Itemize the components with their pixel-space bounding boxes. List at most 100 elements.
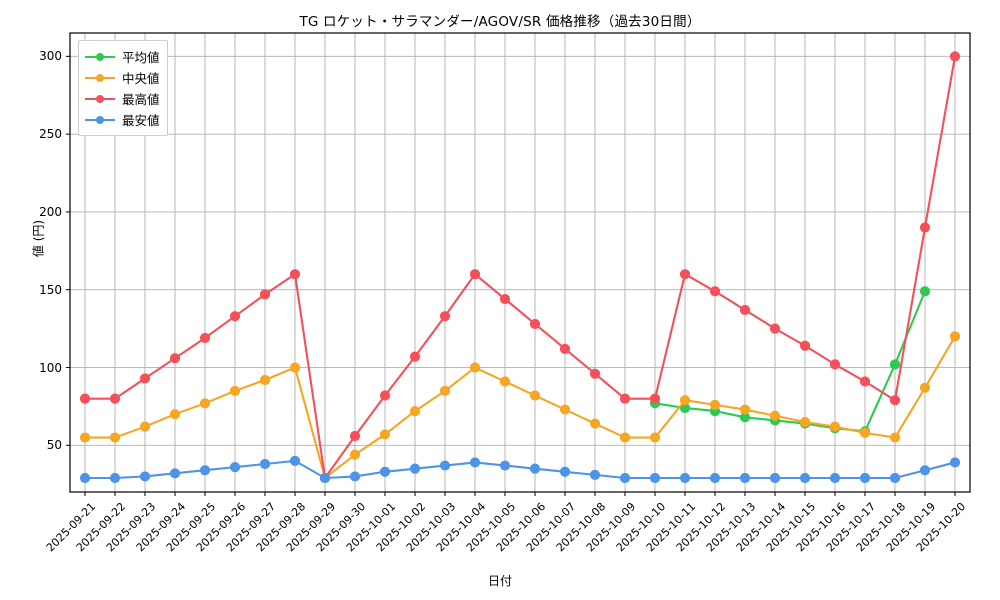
- data-point: [889, 395, 901, 406]
- grid-lines: [70, 33, 970, 492]
- data-point: [919, 222, 931, 233]
- data-point: [829, 359, 841, 370]
- data-point: [649, 393, 661, 404]
- data-point: [349, 430, 361, 442]
- data-point: [289, 269, 301, 280]
- data-point: [409, 463, 421, 474]
- data-point: [889, 472, 901, 484]
- data-point: [949, 51, 961, 62]
- data-point: [949, 331, 961, 342]
- data-point: [409, 405, 421, 417]
- data-point: [139, 373, 151, 384]
- y-tick-label: 250: [39, 127, 62, 142]
- data-point: [229, 311, 241, 322]
- data-point: [79, 472, 91, 484]
- data-point: [769, 472, 781, 484]
- legend-label: 最安値: [122, 113, 160, 128]
- data-point: [169, 409, 181, 420]
- legend-label: 最高値: [122, 92, 160, 107]
- data-point: [439, 311, 451, 322]
- data-point: [859, 427, 871, 438]
- legend-item-0[interactable]: 平均値: [85, 46, 160, 67]
- data-point: [229, 462, 241, 473]
- y-axis-tick-labels: 50 100 150 200 250 300: [0, 0, 62, 600]
- data-point: [919, 286, 931, 297]
- data-point: [529, 390, 541, 401]
- data-point: [139, 471, 151, 482]
- data-point: [109, 472, 121, 484]
- data-point: [349, 471, 361, 482]
- data-point: [469, 269, 481, 280]
- data-point: [379, 466, 391, 477]
- data-point: [559, 466, 571, 477]
- data-point: [649, 432, 661, 443]
- data-point: [739, 404, 751, 415]
- data-point: [559, 343, 571, 354]
- data-point: [79, 432, 91, 443]
- data-point: [589, 469, 601, 480]
- data-point: [679, 269, 691, 280]
- legend-item-3[interactable]: 最安値: [85, 109, 160, 130]
- data-point: [619, 393, 631, 404]
- y-tick-label: 100: [39, 360, 62, 375]
- legend-label: 中央値: [122, 71, 160, 86]
- data-point: [919, 465, 931, 476]
- data-point: [319, 472, 331, 484]
- data-point: [739, 472, 751, 484]
- data-point: [199, 332, 211, 344]
- x-axis-label: 日付: [487, 574, 512, 588]
- data-point: [439, 385, 451, 396]
- data-point: [709, 286, 721, 297]
- data-point: [109, 393, 121, 404]
- data-point: [169, 468, 181, 479]
- data-point: [499, 460, 511, 471]
- y-tick-label: 50: [46, 438, 62, 453]
- y-tick-label: 200: [39, 204, 62, 219]
- data-point: [379, 390, 391, 401]
- series-0: [649, 286, 931, 437]
- data-point: [439, 460, 451, 471]
- data-point: [349, 449, 361, 460]
- data-point: [529, 463, 541, 474]
- chart-title: TG ロケット・サラマンダー/AGOV/SR 価格推移（過去30日間）: [299, 14, 701, 30]
- plot-frame: [69, 32, 971, 493]
- data-point: [859, 472, 871, 484]
- data-point: [229, 385, 241, 396]
- data-point: [709, 472, 721, 484]
- data-point: [199, 465, 211, 476]
- y-tick-label: 150: [39, 282, 62, 297]
- data-point: [259, 374, 271, 386]
- legend-marker-icon: [85, 71, 115, 85]
- data-point: [949, 457, 961, 468]
- data-point: [559, 404, 571, 415]
- legend-item-1[interactable]: 中央値: [85, 67, 160, 88]
- data-point: [919, 382, 931, 393]
- data-point: [169, 353, 181, 364]
- data-point: [259, 289, 271, 300]
- axis-ticks: [66, 55, 956, 496]
- data-point: [619, 432, 631, 443]
- data-point: [799, 340, 811, 351]
- y-tick-label: 300: [39, 49, 62, 64]
- data-point: [679, 472, 691, 484]
- data-point: [799, 472, 811, 484]
- data-point: [769, 410, 781, 421]
- data-point: [589, 418, 601, 429]
- legend-item-2[interactable]: 最高値: [85, 88, 160, 109]
- data-point: [679, 395, 691, 406]
- legend-marker-icon: [85, 50, 115, 64]
- data-point: [529, 318, 541, 330]
- data-point: [859, 376, 871, 387]
- data-point: [409, 351, 421, 362]
- data-point: [289, 362, 301, 373]
- legend-marker-icon: [85, 113, 115, 127]
- data-point: [829, 472, 841, 484]
- data-point: [469, 457, 481, 468]
- legend-marker-icon: [85, 92, 115, 106]
- data-point: [619, 472, 631, 484]
- data-point: [889, 432, 901, 443]
- data-point: [649, 472, 661, 484]
- data-point: [199, 398, 211, 409]
